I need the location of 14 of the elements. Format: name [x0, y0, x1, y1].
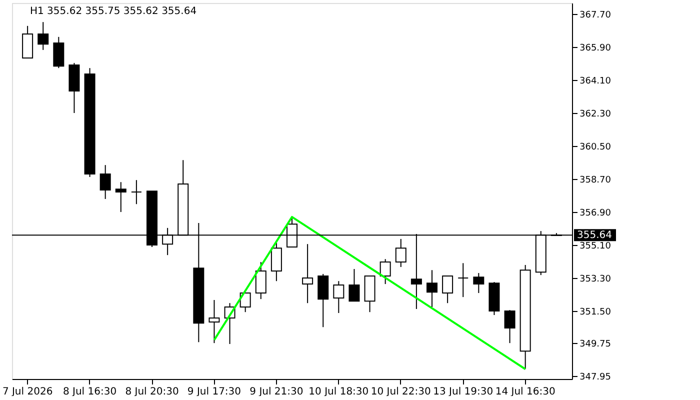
y-tick-label: 356.90: [580, 208, 612, 218]
y-tick-label: 351.50: [580, 307, 612, 318]
chart-title: H1 355.62 355.75 355.62 355.64: [30, 6, 197, 17]
ref-line-label: 355.64: [577, 230, 612, 242]
y-tick-label: 365.90: [580, 44, 612, 54]
y-tick-label: 364.10: [580, 76, 612, 86]
y-tick-label: 349.75: [580, 340, 611, 350]
y-tick-label: 353.30: [580, 274, 612, 284]
y-tick-label: 360.50: [580, 142, 612, 152]
y-tick-label: 358.70: [580, 175, 612, 186]
y-tick-label: 362.30: [580, 109, 612, 120]
y-tick-label: 347.95: [580, 372, 611, 383]
y-tick-label: 367.70: [580, 10, 612, 20]
y-tick-label: 355.10: [580, 241, 612, 252]
